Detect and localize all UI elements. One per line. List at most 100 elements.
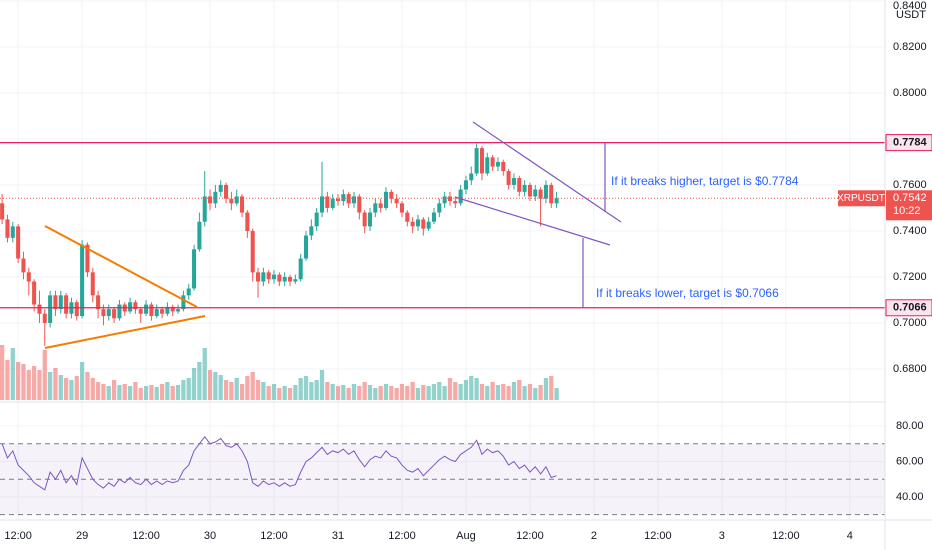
volume-bar xyxy=(250,372,255,400)
candle-body xyxy=(266,272,271,280)
volume-bar xyxy=(511,382,517,400)
candle-body xyxy=(399,203,405,213)
volume-bar xyxy=(26,370,31,400)
x-tick-label: Aug xyxy=(456,530,476,542)
candle-body xyxy=(277,274,282,282)
x-tick-label: 12:00 xyxy=(516,530,544,542)
volume-bar xyxy=(410,382,415,400)
rsi-tick-label: 40.00 xyxy=(896,491,924,503)
axes: 12:00 29 12:00 30 12:00 31 12:00 Aug 12:00 2 12:00… xyxy=(4,0,932,542)
candle-body xyxy=(213,191,218,204)
volume-bar xyxy=(346,388,351,400)
annotation: If it breaks higher, target is $0.7784 xyxy=(611,174,799,188)
volume-bar xyxy=(479,384,485,400)
volume-bar xyxy=(213,372,218,400)
volume-bar xyxy=(266,386,271,400)
candle-body xyxy=(453,201,458,204)
volume-bar xyxy=(394,388,399,400)
level-tag xyxy=(885,299,932,317)
volume-bar xyxy=(431,384,437,400)
candle-body xyxy=(234,196,239,204)
volume-bar xyxy=(437,382,442,400)
candle-body xyxy=(314,212,319,227)
candle-body xyxy=(410,221,415,227)
volume-bar xyxy=(181,380,186,400)
volume-bar xyxy=(271,384,277,400)
candle-body xyxy=(229,198,234,204)
x-tick-label: 2 xyxy=(591,530,597,542)
channel-lower xyxy=(454,196,611,246)
symbol-label: XRPUSDT xyxy=(837,193,885,204)
candle-body xyxy=(447,196,452,202)
candle-body xyxy=(245,212,250,231)
candle-body xyxy=(495,161,500,167)
candle-body xyxy=(463,180,468,190)
candle-body xyxy=(58,295,63,310)
x-tick-label: 12:00 xyxy=(260,530,288,542)
volume-bar xyxy=(53,368,58,400)
volume-bar xyxy=(197,362,202,400)
volume-bar xyxy=(325,382,330,400)
volume-bar xyxy=(186,378,191,400)
candle-body xyxy=(522,184,527,192)
candle-body xyxy=(426,221,431,229)
candle-body xyxy=(469,173,474,181)
volume-bar xyxy=(415,388,421,400)
candle-body xyxy=(224,184,229,199)
volume-bar xyxy=(47,372,53,400)
candle-body xyxy=(533,189,538,197)
volume-bar xyxy=(229,382,234,400)
volume-bar xyxy=(485,386,490,400)
y-tick-label: 0.8400 xyxy=(893,0,927,12)
channel-upper xyxy=(472,121,622,223)
candle-body xyxy=(351,196,357,204)
volume-bar xyxy=(335,386,341,400)
volume-bar xyxy=(234,378,239,400)
volume-bar xyxy=(442,386,447,400)
candle-body xyxy=(37,304,42,314)
candle-body xyxy=(128,302,133,312)
volume-bar xyxy=(101,384,106,400)
candle-body xyxy=(367,212,373,227)
candle-body xyxy=(394,198,399,204)
candle-body xyxy=(85,244,90,273)
y-tick-label: 0.7600 xyxy=(893,179,927,191)
volume-bar xyxy=(79,362,85,400)
x-tick-label: 4 xyxy=(847,530,853,542)
volume-bar xyxy=(405,386,410,400)
volume-bar xyxy=(218,375,223,400)
candle-body xyxy=(26,272,31,282)
volume-bar xyxy=(117,385,122,400)
candle-body xyxy=(21,258,26,273)
candle-body xyxy=(5,219,10,238)
volume-bar xyxy=(127,386,133,400)
candle-body xyxy=(458,189,463,204)
volume-bar xyxy=(469,376,474,400)
volume-bar xyxy=(5,360,10,400)
plot xyxy=(0,142,885,516)
x-tick-label: 30 xyxy=(204,530,216,542)
countdown-label: 10:22 xyxy=(893,205,921,217)
candle-body xyxy=(511,178,516,185)
triangle-lower xyxy=(44,315,206,349)
candle-body xyxy=(287,276,293,282)
candle-body xyxy=(160,309,165,314)
volume-bar xyxy=(495,385,501,400)
volume-bar xyxy=(69,380,74,400)
x-tick-label: 12:00 xyxy=(388,530,416,542)
candle-body xyxy=(330,198,335,208)
volume-bar xyxy=(506,386,511,400)
candle-body xyxy=(192,249,197,289)
volume-bar xyxy=(501,384,506,400)
candle-body xyxy=(32,281,37,305)
candle-body xyxy=(303,235,309,259)
volume-bar xyxy=(367,385,373,400)
volume-bar xyxy=(111,380,117,400)
candle-body xyxy=(442,196,447,204)
candle-body xyxy=(218,184,223,192)
volume-bar xyxy=(543,378,549,400)
candle-body xyxy=(42,313,47,323)
volume-bar xyxy=(175,385,181,400)
candle-body xyxy=(74,302,79,317)
